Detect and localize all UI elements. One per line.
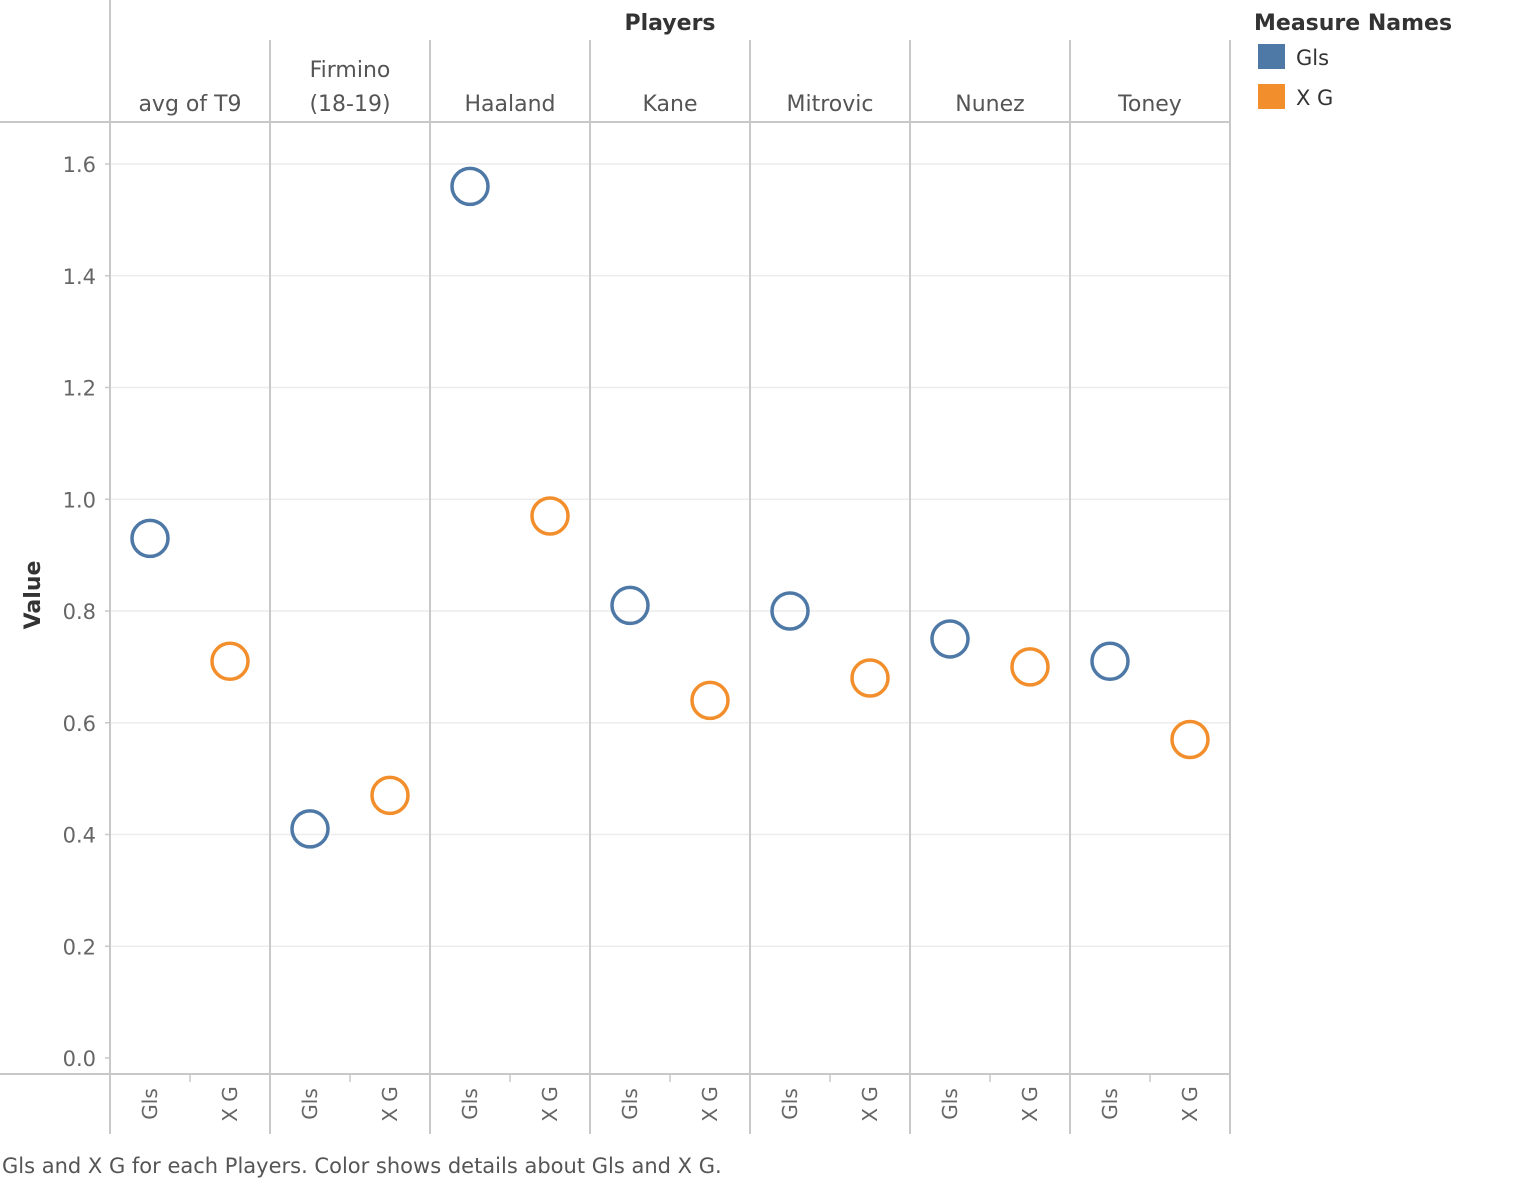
measure-label: Gls — [1098, 1088, 1122, 1119]
data-point-gls — [930, 619, 970, 659]
y-tick-label: 1.6 — [63, 153, 96, 177]
y-tick-label: 1.4 — [63, 265, 96, 289]
data-point-gls — [1090, 641, 1130, 682]
data-point-gls — [130, 518, 170, 559]
data-point-gls — [450, 166, 490, 207]
legend-label: X G — [1296, 86, 1333, 110]
measure-label: Gls — [298, 1088, 322, 1119]
player-header: Kane — [643, 92, 698, 117]
measure-label: X G — [218, 1086, 242, 1122]
data-point-x-g — [850, 658, 890, 698]
y-tick-label: 0.6 — [63, 712, 96, 736]
player-header: avg of T9 — [138, 92, 241, 117]
data-point-gls — [770, 591, 810, 631]
measure-label: X G — [538, 1086, 562, 1122]
data-point-x-g — [1010, 647, 1050, 687]
legend-title: Measure Names — [1254, 11, 1452, 36]
measure-label: Gls — [938, 1088, 962, 1119]
measure-label: X G — [698, 1086, 722, 1122]
data-point-x-g — [690, 680, 730, 721]
measure-label: Gls — [618, 1088, 642, 1119]
legend-swatch — [1258, 84, 1285, 109]
data-point-x-g — [210, 641, 250, 682]
player-header: Nunez — [955, 92, 1024, 117]
data-point-x-g — [530, 496, 570, 536]
player-header: Haaland — [464, 92, 555, 117]
y-axis-label: Value — [21, 561, 46, 630]
column-title: Players — [624, 11, 715, 36]
data-point-gls — [290, 809, 330, 849]
measure-label: X G — [858, 1086, 882, 1122]
y-tick-label: 0.8 — [63, 600, 96, 624]
measure-label: X G — [1018, 1086, 1042, 1122]
measure-label: X G — [378, 1086, 402, 1122]
legend-swatch — [1258, 44, 1285, 69]
player-header: Mitrovic — [787, 92, 874, 117]
data-point-x-g — [370, 775, 410, 816]
y-tick-label: 1.2 — [63, 377, 96, 401]
chart-caption: Gls and X G for each Players. Color show… — [2, 1154, 722, 1178]
player-header: Toney — [1117, 92, 1182, 117]
legend-label: Gls — [1296, 46, 1329, 70]
measure-label: X G — [1178, 1086, 1202, 1122]
measure-label: Gls — [778, 1088, 802, 1119]
y-tick-label: 0.2 — [63, 935, 96, 959]
data-point-gls — [610, 585, 650, 626]
y-tick-label: 0.0 — [63, 1047, 96, 1071]
y-tick-label: 1.0 — [63, 488, 96, 512]
player-header: Firmino — [310, 58, 391, 83]
data-point-x-g — [1170, 719, 1210, 760]
measure-label: Gls — [458, 1088, 482, 1119]
player-header: (18-19) — [309, 92, 390, 117]
measure-label: Gls — [138, 1088, 162, 1119]
y-tick-label: 0.4 — [63, 824, 96, 848]
